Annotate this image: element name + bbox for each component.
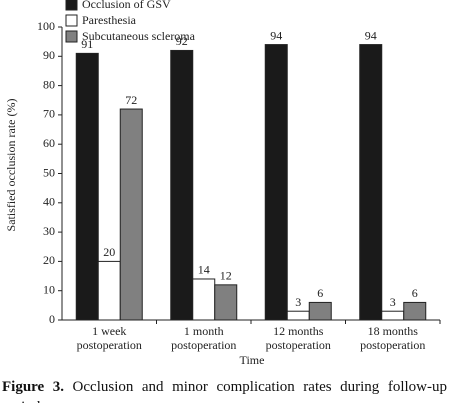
y-tick-label: 70 [43, 107, 55, 121]
caption-label: Figure 3. [2, 379, 64, 395]
y-tick-label: 40 [43, 195, 55, 209]
bar [308, 301, 332, 321]
y-tick-label: 60 [43, 136, 55, 150]
legend-swatch [65, 0, 78, 11]
value-label: 6 [317, 286, 323, 300]
y-tick-label: 50 [43, 165, 55, 179]
value-label: 3 [295, 295, 301, 309]
bar [97, 260, 121, 321]
y-tick-label: 10 [43, 282, 55, 296]
bar [264, 44, 288, 321]
y-tick-label: 0 [49, 312, 55, 326]
y-tick-label: 30 [43, 224, 55, 238]
legend-label: Paresthesia [82, 13, 137, 27]
x-tick-label: 1 month postoperation [171, 324, 237, 352]
value-label: 92 [176, 34, 188, 48]
caption: Figure 3. Occlusion and minor complicati… [2, 377, 447, 403]
value-label: 94 [270, 28, 282, 42]
y-tick-label: 20 [43, 253, 55, 267]
bar [119, 108, 143, 321]
value-label: 72 [125, 93, 137, 107]
x-tick-label: 1 week postoperation [76, 324, 142, 352]
y-axis-label: Satisfied occlusion rate (%) [4, 99, 18, 232]
legend-swatch [65, 14, 78, 27]
x-tick-label: 18 months postoperation [360, 324, 426, 352]
legend-swatch [65, 30, 78, 43]
legend-label: Occlusion of GSV [82, 0, 171, 11]
value-label: 12 [220, 269, 232, 283]
x-tick-label: 12 months postoperation [265, 324, 331, 352]
value-label: 91 [81, 37, 93, 51]
legend-label: Subcutaneous scleroma [82, 29, 196, 43]
bar [286, 310, 310, 321]
value-label: 14 [198, 263, 210, 277]
bar [403, 301, 427, 321]
y-tick-label: 100 [37, 19, 55, 33]
bar [170, 49, 194, 321]
value-label: 94 [365, 28, 377, 42]
y-tick-label: 80 [43, 77, 55, 91]
value-label: 20 [103, 245, 115, 259]
bar [359, 44, 383, 321]
y-tick-label: 90 [43, 48, 55, 62]
x-axis-label: Time [240, 353, 265, 367]
bar [214, 284, 238, 321]
value-label: 3 [390, 295, 396, 309]
chart: Satisfied occlusion rate (%) Time 0 10 20 3… [4, 0, 441, 367]
bar [381, 310, 405, 321]
bar [75, 52, 99, 321]
bar [192, 278, 216, 321]
caption-text: Occlusion and minor complication rates d… [2, 379, 448, 403]
value-label: 6 [412, 286, 418, 300]
